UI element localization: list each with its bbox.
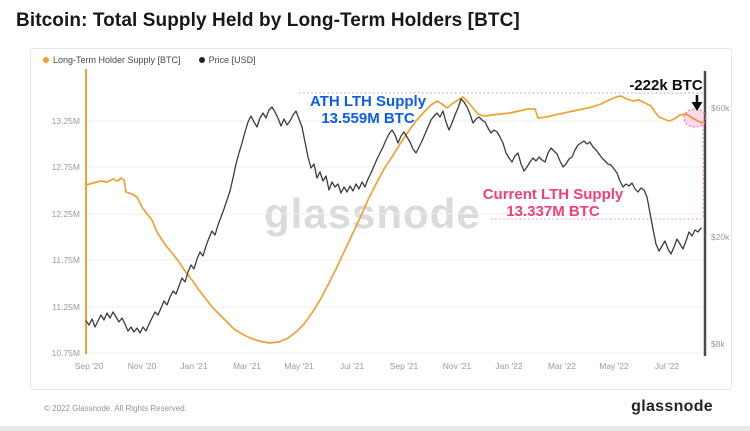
x-tick-label: Sep '20 bbox=[74, 361, 104, 371]
current-annotation-line1: Current LTH Supply bbox=[482, 186, 624, 203]
x-tick-label: Mar '21 bbox=[232, 361, 262, 371]
x-tick-label: Mar '22 bbox=[547, 361, 577, 371]
y-left-tick-label: 11.25M bbox=[52, 302, 80, 312]
chart-card: Long-Term Holder Supply [BTC] Price [USD… bbox=[30, 48, 732, 390]
legend-item-lth-supply[interactable]: Long-Term Holder Supply [BTC] bbox=[43, 55, 181, 65]
y-right-tick-label: $8k bbox=[711, 339, 725, 349]
ath-annotation-line2: 13.559M BTC bbox=[321, 110, 415, 127]
x-tick-label: May '21 bbox=[284, 361, 314, 371]
copyright-text: © 2022 Glassnode. All Rights Reserved. bbox=[44, 404, 187, 413]
chart-plot bbox=[85, 69, 707, 356]
x-tick-label: Jul '22 bbox=[654, 361, 680, 371]
x-tick-label: May '22 bbox=[599, 361, 629, 371]
legend-dot-supply-icon bbox=[43, 57, 49, 63]
y-left-tick-label: 10.75M bbox=[51, 348, 80, 358]
delta-arrow-head-icon bbox=[691, 102, 703, 111]
y-right-tick-label: $60k bbox=[711, 103, 730, 113]
glassnode-logo[interactable]: glassnode bbox=[631, 398, 713, 415]
legend-item-price[interactable]: Price [USD] bbox=[198, 55, 256, 65]
y-left-tick-label: 12.25M bbox=[51, 209, 80, 219]
x-tick-label: Sep '21 bbox=[389, 361, 419, 371]
series-line-price bbox=[85, 98, 702, 334]
x-tick-label: Jul '21 bbox=[339, 361, 365, 371]
ath-supply-annotation: ATH LTH Supply 13.559M BTC bbox=[278, 93, 458, 127]
series-line-lth-supply bbox=[85, 95, 703, 344]
legend-label-lth-supply: Long-Term Holder Supply [BTC] bbox=[53, 55, 181, 65]
gridlines bbox=[85, 69, 707, 356]
current-annotation-line2: 13.337M BTC bbox=[506, 203, 600, 220]
legend-label-price: Price [USD] bbox=[208, 55, 256, 65]
y-left-tick-label: 12.75M bbox=[51, 162, 80, 172]
page-title: Bitcoin: Total Supply Held by Long-Term … bbox=[16, 10, 520, 31]
y-left-tick-label: 13.25M bbox=[51, 116, 80, 126]
current-supply-annotation: Current LTH Supply 13.337M BTC bbox=[463, 186, 643, 220]
annotation-shapes bbox=[683, 95, 707, 128]
y-right-tick-label: $20k bbox=[711, 232, 730, 242]
x-tick-label: Jan '21 bbox=[180, 361, 208, 371]
legend-dot-price-icon bbox=[198, 57, 205, 63]
window-bottom-edge bbox=[0, 426, 750, 431]
series-lines bbox=[85, 95, 703, 344]
y-left-tick-label: 11.75M bbox=[52, 255, 80, 265]
x-tick-label: Jan '22 bbox=[495, 361, 523, 371]
x-tick-label: Nov '20 bbox=[127, 361, 157, 371]
chart-legend: Long-Term Holder Supply [BTC] Price [USD… bbox=[43, 55, 256, 65]
x-tick-label: Nov '21 bbox=[442, 361, 472, 371]
annotation-reference-lines bbox=[299, 92, 704, 220]
delta-annotation: -222k BTC bbox=[629, 77, 703, 94]
ath-annotation-line1: ATH LTH Supply bbox=[309, 93, 427, 110]
current-supply-highlight-circle bbox=[683, 108, 707, 128]
